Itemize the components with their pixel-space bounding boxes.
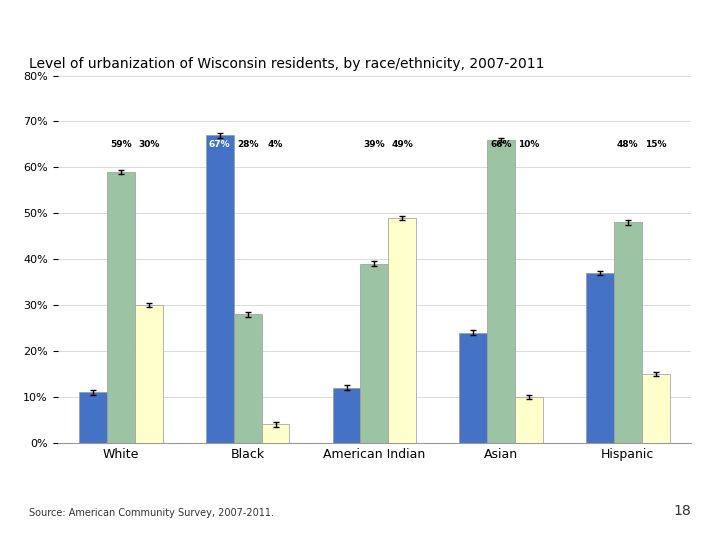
Text: 11%: 11% [82, 140, 104, 149]
Text: BLACK POPULATION: BLACK POPULATION [7, 17, 178, 32]
Text: 67%: 67% [209, 140, 230, 149]
Text: Level of urbanization of Wisconsin residents, by race/ethnicity, 2007-2011: Level of urbanization of Wisconsin resid… [29, 57, 544, 71]
Text: 10%: 10% [518, 140, 540, 149]
Text: 49%: 49% [392, 140, 413, 149]
Text: 66%: 66% [490, 140, 512, 149]
Bar [79, 392, 107, 443]
Bar [459, 333, 487, 443]
Text: 39%: 39% [364, 140, 385, 149]
Bar [261, 424, 289, 443]
Bar [487, 140, 515, 443]
Text: 37%: 37% [589, 140, 611, 149]
Bar [361, 264, 388, 443]
Bar [333, 388, 361, 443]
Bar [206, 135, 234, 443]
Text: 59%: 59% [110, 140, 132, 149]
Text: 24%: 24% [462, 140, 484, 149]
Bar [234, 314, 261, 443]
Text: Demographics and socioeconomic data: Demographics and socioeconomic data [379, 17, 713, 32]
Text: 15%: 15% [645, 140, 667, 149]
Text: 18: 18 [673, 504, 691, 518]
Bar [135, 305, 163, 443]
Text: 48%: 48% [617, 140, 639, 149]
Text: 28%: 28% [237, 140, 258, 149]
Bar [107, 172, 135, 443]
Text: 12%: 12% [336, 140, 357, 149]
Bar [642, 374, 670, 443]
Bar [586, 273, 614, 443]
Text: Source: American Community Survey, 2007-2011.: Source: American Community Survey, 2007-… [29, 508, 274, 518]
Bar [388, 218, 416, 443]
Bar [614, 222, 642, 443]
Bar [515, 397, 543, 443]
Text: 30%: 30% [138, 140, 160, 149]
Text: 4%: 4% [268, 140, 283, 149]
